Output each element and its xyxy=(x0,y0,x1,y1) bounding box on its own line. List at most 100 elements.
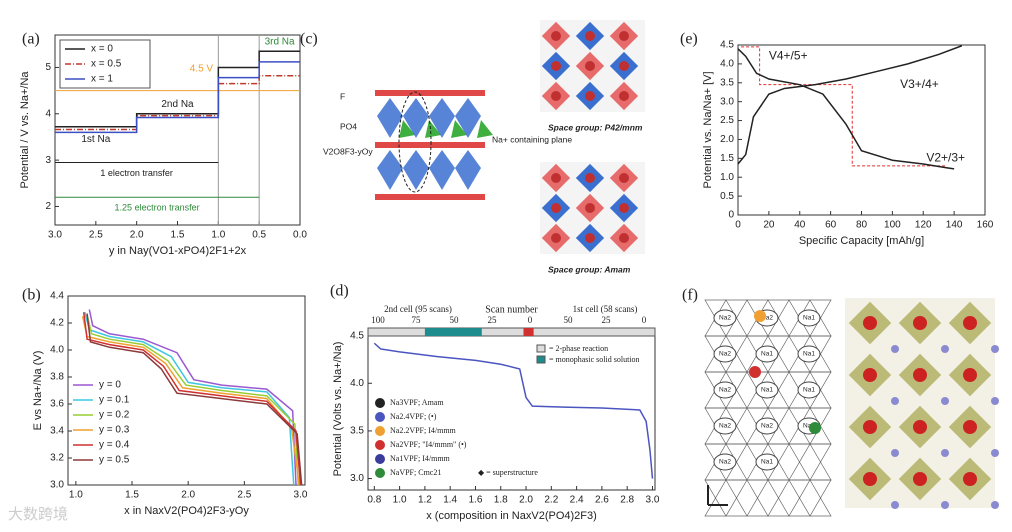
site-cell xyxy=(788,443,832,481)
atom xyxy=(551,173,561,183)
x-tick-label: 1.8 xyxy=(494,495,508,506)
y-tick-label: 3.0 xyxy=(50,480,64,491)
site-label: Na1 xyxy=(761,351,773,358)
atom xyxy=(619,61,629,71)
atom xyxy=(619,233,629,243)
site-label: Na2 xyxy=(719,459,731,466)
site xyxy=(797,381,821,399)
atom xyxy=(585,31,595,41)
octahedron xyxy=(377,150,403,190)
y-tick-label: 3.2 xyxy=(50,453,64,464)
x-tick-label: 2.4 xyxy=(570,495,584,506)
site-cell xyxy=(704,479,748,517)
x-axis-label: x (composition in NaxV2(PO4)2F3) xyxy=(426,510,597,522)
redox-label: V4+/5+ xyxy=(769,49,808,63)
atom xyxy=(863,472,877,486)
site-label: Na1 xyxy=(803,423,815,430)
panel-label: (e) xyxy=(680,31,698,48)
x-tick-label: 20 xyxy=(763,220,775,231)
y-tick-label: 0 xyxy=(728,210,734,221)
plot-frame xyxy=(67,295,306,486)
scan-bar xyxy=(367,327,656,337)
atom xyxy=(913,472,927,486)
octahedron xyxy=(429,98,455,138)
highlight xyxy=(398,91,432,193)
atom xyxy=(585,203,595,213)
x-tick-label: 80 xyxy=(856,220,868,231)
legend-marker xyxy=(375,440,385,450)
x-tick-label: 2.8 xyxy=(620,495,634,506)
atom xyxy=(891,397,899,405)
site-cell xyxy=(788,443,832,481)
y-tick-label: 4.0 xyxy=(720,59,734,70)
y-tick-label: 4 xyxy=(45,108,51,119)
phase-label: = 2-phase reaction xyxy=(549,344,608,353)
atom xyxy=(619,31,629,41)
legend-label: x = 1 xyxy=(91,74,113,85)
series-line xyxy=(373,342,654,479)
atom xyxy=(551,203,561,213)
legend-label: NaVPF; Cmc21 xyxy=(390,468,441,477)
atom xyxy=(551,31,561,41)
y-tick-label: 4.0 xyxy=(50,345,64,356)
x-tick-label: 120 xyxy=(915,220,932,231)
series-line xyxy=(86,313,303,486)
y-tick-label: 4.5 xyxy=(350,330,364,341)
x-tick-label: 1.0 xyxy=(211,230,225,241)
x-tick-label: 140 xyxy=(946,220,963,231)
structure-label: PO4 xyxy=(340,121,357,131)
x-tick-label: 1.0 xyxy=(393,495,407,506)
atom xyxy=(963,368,977,382)
atom xyxy=(551,233,561,243)
y-tick-label: 4.4 xyxy=(50,291,64,302)
atom xyxy=(941,501,949,509)
atom xyxy=(891,501,899,509)
path-marker xyxy=(749,366,761,378)
y-tick-label: 3.5 xyxy=(350,426,364,437)
cell-label: 1st cell (58 scans) xyxy=(573,304,638,314)
atom xyxy=(991,501,999,509)
atom xyxy=(585,61,595,71)
x-tick-label: 3.0 xyxy=(646,495,660,506)
x-tick-label: 1.2 xyxy=(418,495,432,506)
tetrahedron xyxy=(425,120,441,138)
atom xyxy=(891,345,899,353)
x-tick-label: 1.5 xyxy=(171,230,185,241)
scan-tick-label: 50 xyxy=(450,315,460,325)
atom xyxy=(863,420,877,434)
x-tick-label: 100 xyxy=(884,220,901,231)
atom xyxy=(619,91,629,101)
tetrahedron xyxy=(451,120,467,138)
x-tick-label: 2.2 xyxy=(544,495,558,506)
site xyxy=(755,417,779,435)
series-line xyxy=(86,314,300,486)
scan-title: Scan number xyxy=(485,304,538,315)
y-tick-label: 3.8 xyxy=(50,372,64,383)
series-line xyxy=(737,45,963,165)
site xyxy=(797,345,821,363)
atom xyxy=(963,420,977,434)
step-label: 1st Na xyxy=(81,134,110,145)
x-axis-label: y in Nay(VO1-xPO4)2F1+2x xyxy=(109,245,247,257)
site xyxy=(713,453,737,471)
layer xyxy=(375,194,485,200)
legend-label: x = 0.5 xyxy=(91,59,122,70)
series-line xyxy=(737,48,955,170)
y-axis-label: Potential / V vs. Na+/Na xyxy=(19,71,31,189)
tetrahedron xyxy=(477,120,493,138)
x-tick-label: 0.5 xyxy=(252,230,266,241)
tetrahedron xyxy=(399,120,415,138)
y-axis-label: E vs Na+/Na (V) xyxy=(32,351,44,431)
phase-swatch xyxy=(536,344,546,353)
scan-tick-label: 50 xyxy=(564,315,574,325)
legend-label: y = 0.5 xyxy=(99,455,130,466)
x-tick-label: 40 xyxy=(794,220,806,231)
phase-label: = monophasic solid solution xyxy=(549,355,640,364)
legend-marker xyxy=(375,468,385,478)
panel-label: (b) xyxy=(22,287,41,304)
arrow-label: 1.25 electron transfer xyxy=(115,203,200,213)
y-tick-label: 3.0 xyxy=(720,96,734,107)
legend-label: Na2VPF; "I4/mmm" (•) xyxy=(390,440,467,449)
x-tick-label: 1.5 xyxy=(125,490,139,501)
